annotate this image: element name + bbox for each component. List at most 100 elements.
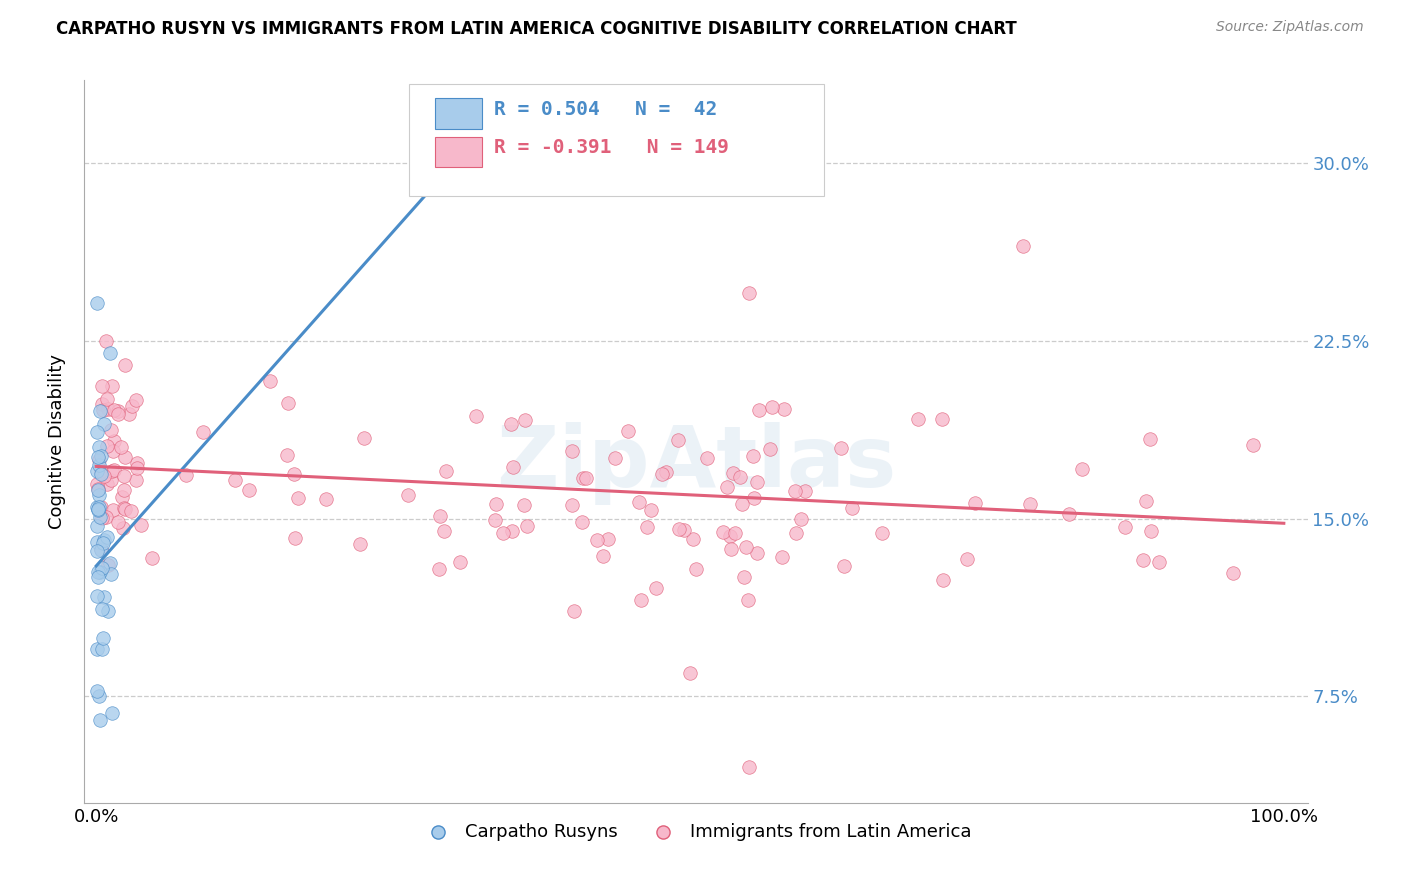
Point [830, 442, 852, 456]
Point [87, 483, 110, 497]
Point [114, 450, 136, 464]
Point [735, 541, 758, 555]
Point [90, 602, 112, 616]
Point [90, 449, 112, 463]
Point [832, 558, 855, 573]
Point [91, 561, 114, 575]
Point [87, 689, 110, 703]
Point [86, 535, 108, 549]
Point [963, 496, 986, 510]
Point [721, 466, 744, 480]
Point [636, 520, 658, 534]
Point [465, 409, 488, 424]
Point [651, 467, 673, 481]
Point [501, 417, 523, 432]
Point [141, 550, 163, 565]
Point [93, 590, 115, 604]
Point [101, 444, 124, 458]
Point [129, 518, 152, 533]
Point [193, 425, 215, 440]
Point [100, 567, 122, 582]
Point [111, 490, 134, 504]
Point [87, 569, 110, 583]
Point [111, 520, 134, 534]
Point [100, 706, 122, 720]
Point [86, 500, 108, 514]
Point [93, 632, 115, 646]
Point [1011, 239, 1033, 253]
Point [125, 456, 148, 470]
Point [723, 525, 745, 540]
Point [110, 440, 132, 454]
Point [396, 488, 419, 502]
Point [738, 286, 761, 301]
Point [87, 488, 110, 502]
Point [97, 401, 120, 416]
Point [485, 497, 508, 511]
Point [738, 760, 761, 774]
Point [238, 483, 260, 497]
Point [484, 513, 506, 527]
Point [745, 546, 768, 560]
Point [716, 480, 738, 494]
Point [86, 464, 108, 478]
Point [870, 526, 893, 541]
Point [86, 544, 108, 558]
Point [741, 450, 763, 464]
Point [100, 473, 122, 487]
Y-axis label: Cognitive Disability: Cognitive Disability [48, 354, 66, 529]
Point [1059, 507, 1081, 521]
Point [561, 498, 583, 512]
Point [1071, 461, 1094, 475]
Point [107, 404, 129, 418]
Point [596, 532, 619, 546]
Point [931, 412, 953, 426]
Point [645, 581, 668, 595]
Point [841, 501, 863, 516]
Point [907, 411, 929, 425]
Point [87, 450, 110, 464]
Point [956, 552, 979, 566]
Point [284, 532, 307, 546]
Point [696, 450, 718, 465]
Point [1139, 433, 1161, 447]
Point [94, 334, 117, 348]
Point [640, 503, 662, 517]
Point [121, 400, 143, 414]
Text: ZipAtlas: ZipAtlas [496, 422, 896, 505]
Point [571, 515, 593, 529]
Point [427, 562, 450, 576]
Point [86, 684, 108, 698]
Point [575, 471, 598, 485]
Point [90, 543, 112, 558]
Point [492, 526, 515, 541]
Point [97, 558, 120, 573]
Point [932, 573, 955, 587]
Point [86, 295, 108, 310]
Point [672, 523, 695, 537]
Point [90, 542, 112, 557]
Point [93, 468, 115, 483]
Point [127, 461, 149, 475]
Point [1241, 438, 1264, 452]
Point [114, 501, 136, 516]
Point [90, 464, 112, 478]
Point [586, 533, 609, 547]
FancyBboxPatch shape [436, 98, 482, 128]
Point [720, 541, 742, 556]
Point [259, 375, 281, 389]
Point [1132, 553, 1154, 567]
Point [91, 378, 114, 392]
Point [124, 393, 146, 408]
FancyBboxPatch shape [409, 84, 824, 196]
Point [283, 467, 305, 482]
Point [711, 524, 734, 539]
Point [433, 524, 456, 538]
Point [654, 466, 676, 480]
Point [96, 392, 118, 406]
Point [449, 555, 471, 569]
Point [679, 665, 702, 680]
Point [91, 402, 114, 417]
Point [97, 604, 120, 618]
Point [112, 469, 135, 483]
